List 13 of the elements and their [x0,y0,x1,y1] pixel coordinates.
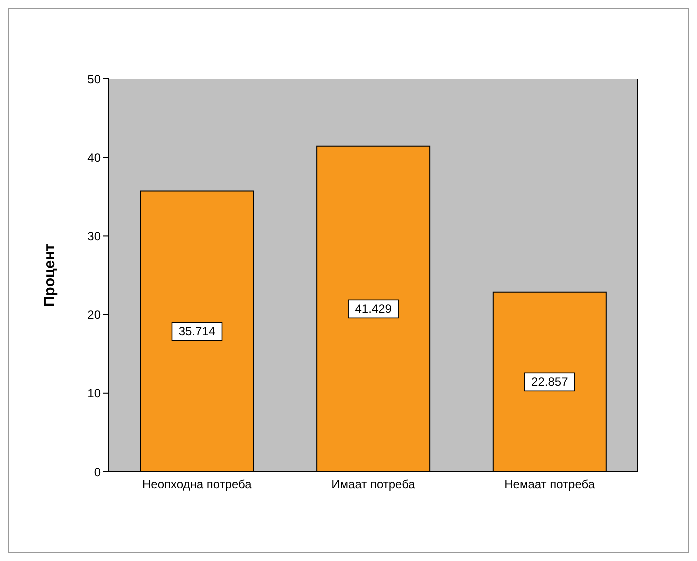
y-axis-title: Процент [41,244,58,308]
y-tick-label: 10 [88,386,102,401]
x-tick-label: Немаат потреба [504,478,596,492]
x-tick-label: Имаат потреба [332,478,416,492]
y-tick-label: 50 [88,72,102,86]
x-tick-label: Неопходна потреба [142,478,252,492]
y-tick-label: 30 [88,229,102,244]
y-tick-label: 20 [88,308,102,322]
data-label: 35.714 [178,324,216,339]
y-tick-label: 40 [88,150,102,165]
data-label: 41.429 [355,302,392,316]
y-tick-label: 0 [94,465,102,480]
data-label: 22.857 [532,375,569,390]
